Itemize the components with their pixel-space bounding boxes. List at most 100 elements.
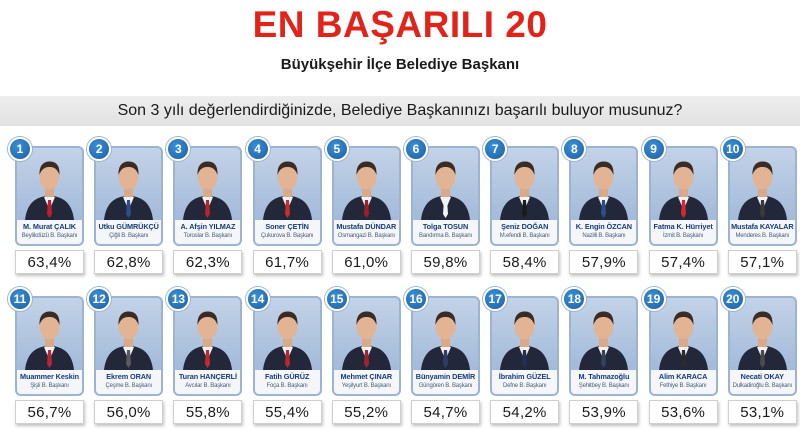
mayor-nameplate: Alim KARACA Fethiye B. Başkanı [650, 370, 716, 394]
approval-percentage: 56,7% [15, 400, 84, 424]
mayor-nameplate: Muammer Keskin Şişli B. Başkanı [17, 370, 82, 394]
approval-percentage: 55,4% [252, 400, 322, 424]
mayor-photo-frame: Alim KARACA Fethiye B. Başkanı [648, 296, 718, 396]
mayor-portrait [104, 161, 154, 220]
mayor-card: Necati OKAY Dulkadiroğlu B. Başkanı 20 53,1… [720, 286, 797, 426]
rank-badge: 13 [166, 287, 191, 311]
mayor-office: Menderes B. Başkanı [735, 233, 790, 239]
mayor-office: Nazilli B. Başkanı [582, 233, 626, 239]
mayor-portrait [579, 161, 629, 220]
approval-percentage: 61,7% [252, 250, 322, 274]
mayor-office: Şehitbey B. Başkanı [578, 383, 629, 389]
mayor-portrait [262, 311, 312, 370]
mayor-card: M. Tahmazoğlu Şehitbey B. Başkanı 18 53,9% [562, 286, 639, 426]
mayor-name: İbrahim GÜZEL [498, 372, 551, 381]
mayor-portrait [737, 161, 787, 220]
mayor-photo-frame: Necati OKAY Dulkadiroğlu B. Başkanı [727, 296, 797, 396]
mayor-card: Turan HANÇERLİ Avcılar B. Başkanı 13 55,8% [166, 286, 243, 426]
rank-badge: 10 [720, 137, 745, 161]
mayor-nameplate: M. Tahmazoğlu Şehitbey B. Başkanı [571, 370, 637, 394]
mayor-name: Muammer Keskin [19, 372, 80, 381]
mayor-name: Turan HANÇERLİ [178, 372, 237, 381]
mayor-nameplate: Bünyamin DEMİR Güngören B. Başkanı [413, 370, 478, 394]
mayor-name: Mustafa DÜNDAR [336, 222, 397, 231]
approval-percentage: 58,4% [490, 250, 560, 274]
rank-badge: 5 [324, 137, 349, 161]
rank-badge: 19 [641, 287, 666, 311]
mayor-nameplate: M. Murat ÇALIK Beylikdüzü B. Başkanı [17, 220, 82, 244]
mayor-portrait [104, 311, 154, 370]
mayor-name: Şeniz DOĞAN [501, 222, 549, 231]
mayor-portrait [262, 161, 312, 220]
mayor-name: K. Engin ÖZCAN [575, 222, 632, 231]
mayor-card: Soner ÇETİN Çukurova B. Başkanı 4 61,7% [245, 136, 322, 276]
mayor-nameplate: K. Engin ÖZCAN Nazilli B. Başkanı [571, 220, 637, 244]
mayor-nameplate: Fatih GÜRÜZ Foça B. Başkanı [254, 370, 320, 394]
mayor-nameplate: Turan HANÇERLİ Avcılar B. Başkanı [175, 370, 241, 394]
mayor-nameplate: Soner ÇETİN Çukurova B. Başkanı [254, 220, 320, 244]
mayor-card: Bünyamin DEMİR Güngören B. Başkanı 16 54,7% [404, 286, 480, 426]
mayor-portrait [421, 311, 470, 370]
mayor-office: Bandırma B. Başkanı [419, 233, 472, 239]
mayor-card: Mustafa KAYALAR Menderes B. Başkanı 10 57,1… [720, 136, 797, 276]
approval-percentage: 53,1% [727, 400, 797, 424]
mayor-office: Şişli B. Başkanı [30, 383, 69, 389]
approval-percentage: 57,4% [648, 250, 718, 274]
mayor-row-1: M. Murat ÇALIK Beylikdüzü B. Başkanı 1 63,4… [0, 136, 800, 282]
mayor-portrait [579, 311, 629, 370]
mayor-name: Mustafa KAYALAR [731, 222, 794, 231]
page-title: EN BAŞARILI 20 [252, 4, 548, 45]
survey-question: Son 3 yılı değerlendirdiğinizde, Belediy… [0, 96, 800, 126]
mayor-photo-frame: M. Tahmazoğlu Şehitbey B. Başkanı [569, 296, 639, 396]
mayor-office: Çukurova B. Başkanı [260, 233, 314, 239]
mayor-portrait [341, 311, 391, 370]
approval-percentage: 54,7% [411, 400, 480, 424]
mayor-office: Toroslar B. Başkanı [183, 233, 232, 239]
approval-percentage: 57,1% [727, 250, 797, 274]
mayor-name: Soner ÇETİN [265, 222, 309, 231]
rank-badge: 2 [87, 137, 112, 161]
mayor-office: İzmit B. Başkanı [663, 233, 704, 239]
mayor-nameplate: Fatma K. Hürriyet İzmit B. Başkanı [650, 220, 716, 244]
approval-percentage: 56,0% [94, 400, 164, 424]
rank-badge: 8 [562, 137, 587, 161]
rank-badge: 12 [87, 287, 112, 311]
rank-badge: 6 [404, 137, 428, 161]
mayor-portrait [341, 161, 391, 220]
mayor-nameplate: İbrahim GÜZEL Defne B. Başkanı [492, 370, 558, 394]
mayor-photo-frame: Soner ÇETİN Çukurova B. Başkanı [252, 146, 322, 246]
mayor-card: Ekrem ORAN Çeşme B. Başkanı 12 56,0% [87, 286, 164, 426]
rank-badge: 9 [641, 137, 666, 161]
page-subtitle: Büyükşehir İlçe Belediye Başkanı [280, 56, 520, 73]
rank-badge: 18 [562, 287, 587, 311]
rank-badge: 7 [483, 137, 508, 161]
mayor-office: Çiğli B. Başkanı [109, 233, 149, 239]
mayor-portrait [183, 161, 233, 220]
mayor-name: A. Afşin YILMAZ [180, 222, 236, 231]
mayor-office: Çeşme B. Başkanı [105, 383, 152, 389]
mayor-name: Tolga TOSUN [422, 222, 469, 231]
mayor-photo-frame: A. Afşin YILMAZ Toroslar B. Başkanı [173, 146, 243, 246]
mayor-card: K. Engin ÖZCAN Nazilli B. Başkanı 8 57,9% [562, 136, 639, 276]
mayor-name: Fatma K. Hürriyet [653, 222, 713, 231]
approval-percentage: 53,9% [569, 400, 639, 424]
mayor-photo-frame: Bünyamin DEMİR Güngören B. Başkanı [411, 296, 480, 396]
approval-percentage: 62,3% [173, 250, 243, 274]
mayor-photo-frame: Fatma K. Hürriyet İzmit B. Başkanı [648, 146, 718, 246]
mayor-nameplate: Utku GÜMRÜKÇÜ Çiğli B. Başkanı [96, 220, 162, 244]
mayor-name: M. Murat ÇALIK [23, 222, 76, 231]
mayor-photo-frame: Turan HANÇERLİ Avcılar B. Başkanı [173, 296, 243, 396]
rank-badge: 1 [8, 137, 32, 161]
mayor-office: Yeşilyurt B. Başkanı [341, 383, 391, 389]
mayor-portrait [500, 161, 550, 220]
rank-badge: 16 [404, 287, 428, 311]
mayor-name: Alim KARACA [658, 372, 708, 381]
mayor-card: İbrahim GÜZEL Defne B. Başkanı 17 54,2% [483, 286, 560, 426]
mayor-office: Fethiye B. Başkanı [659, 383, 707, 389]
approval-percentage: 57,9% [569, 250, 639, 274]
mayor-nameplate: Mustafa KAYALAR Menderes B. Başkanı [729, 220, 795, 244]
mayor-portrait [658, 161, 708, 220]
mayor-portrait [500, 311, 550, 370]
mayor-photo-frame: Mehmet ÇINAR Yeşilyurt B. Başkanı [331, 296, 401, 396]
mayor-card: A. Afşin YILMAZ Toroslar B. Başkanı 3 62,3% [166, 136, 243, 276]
